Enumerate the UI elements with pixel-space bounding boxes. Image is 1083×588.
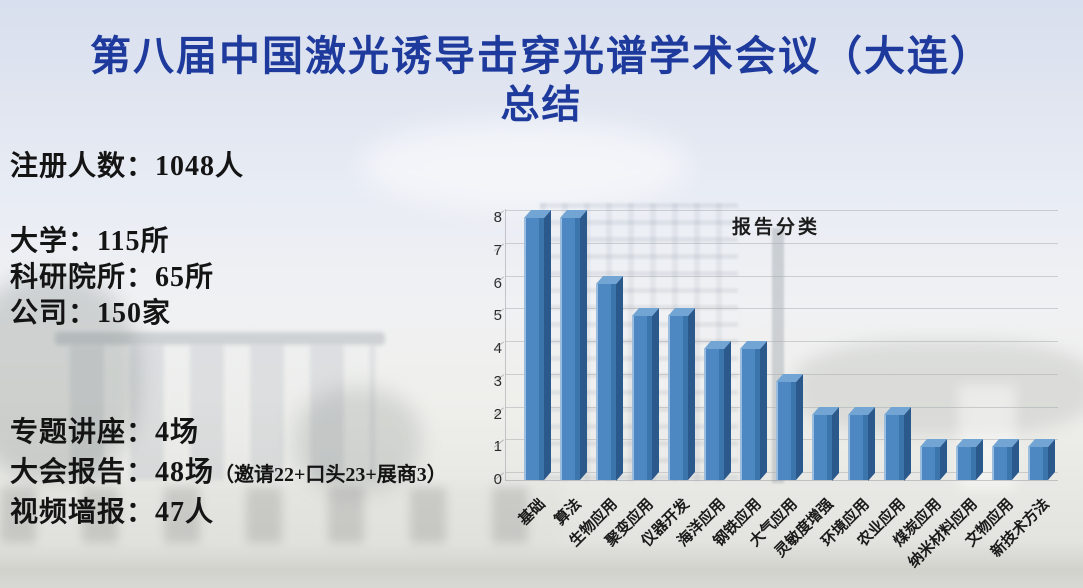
bar-side-face — [796, 373, 803, 480]
bar — [632, 316, 652, 480]
y-axis-tick-label: 8 — [493, 209, 502, 226]
stat-universities: 大学：115所 — [10, 226, 170, 257]
x-axis-line — [505, 480, 1058, 481]
y-axis-line — [505, 209, 506, 480]
bar — [992, 447, 1012, 480]
stat-posters-text: 视频墙报：47人 — [10, 497, 215, 528]
slide-title-line1: 第八届中国激光诱导击穿光谱学术会议（大连） — [90, 33, 993, 79]
bar — [1028, 447, 1048, 480]
bar-side-face — [904, 406, 911, 480]
stat-lectures: 专题讲座：4场 — [10, 414, 447, 454]
bar-side-face — [688, 308, 695, 480]
bar — [668, 316, 688, 480]
stat-institutes: 科研院所：65所 — [10, 262, 215, 293]
y-axis-tick-label: 7 — [493, 241, 502, 259]
bar — [596, 283, 616, 480]
stat-reports-text: 大会报告：48场 — [10, 457, 215, 488]
bar-side-face — [652, 308, 659, 480]
cloud-silhouette — [360, 120, 690, 210]
bar-side-face — [760, 340, 767, 480]
stat-registration: 注册人数：1048人 — [10, 151, 245, 182]
bar — [704, 349, 724, 480]
bar-side-face — [868, 406, 875, 480]
stat-reports: 大会报告：48场（邀请22+口头23+展商3） — [10, 454, 447, 494]
chart-plot-area: 0 1 2 3 4 5 6 7 8 基础 算法 生物应用 聚变应用 仪器开发 海洋应用 钢铁应用 大气应用 灵敏度… — [480, 195, 1083, 588]
y-axis-tick-label: 5 — [493, 307, 502, 325]
campus-base-silhouette — [0, 487, 560, 543]
treeline-silhouette-right — [795, 340, 1083, 435]
bar — [524, 218, 544, 480]
stat-organizations: 大学：115所 科研院所：65所 公司：150家 — [10, 224, 214, 332]
bar — [812, 414, 832, 480]
gridline — [505, 308, 1058, 310]
bar — [956, 447, 976, 480]
bar-side-face — [544, 209, 551, 480]
bar — [920, 447, 940, 480]
building-silhouette-left — [70, 345, 375, 480]
gridline — [505, 275, 1058, 277]
tree-silhouette-left — [0, 275, 140, 480]
bar — [740, 349, 760, 480]
gridline — [505, 210, 1058, 211]
bar — [560, 218, 580, 480]
stat-events: 专题讲座：4场 大会报告：48场（邀请22+口头23+展商3） 视频墙报：47人 — [10, 414, 447, 534]
stat-posters: 视频墙报：47人 — [10, 494, 447, 534]
stat-companies: 公司：150家 — [10, 298, 172, 329]
slide-title-line2: 总结 — [500, 84, 583, 127]
bar-side-face — [580, 209, 587, 480]
y-axis-tick-label: 2 — [493, 405, 502, 423]
bar-side-face — [724, 340, 731, 480]
bar — [776, 381, 796, 480]
report-category-chart: 报告分类 0 1 2 3 4 5 6 7 8 基础 算法 生物应用 聚变应用 仪器开发 海洋应用 钢铁应用 大气… — [480, 195, 1083, 588]
building-roof-silhouette — [55, 332, 385, 345]
gridline — [505, 242, 1058, 244]
tree-silhouette-mid — [295, 388, 420, 493]
stat-lectures-text: 专题讲座：4场 — [10, 417, 200, 448]
y-axis-tick-label: 6 — [493, 274, 502, 292]
y-axis-tick-label: 4 — [493, 340, 502, 357]
chart-title: 报告分类 — [732, 217, 821, 238]
bar — [848, 414, 868, 480]
y-axis-tick-label: 3 — [493, 372, 502, 390]
bar-side-face — [832, 406, 839, 480]
stat-reports-note: （邀请22+口头23+展商3） — [214, 464, 447, 486]
bar-side-face — [616, 275, 623, 480]
y-axis-tick-label: 1 — [493, 438, 502, 456]
bar — [884, 414, 904, 480]
gridline — [505, 341, 1058, 342]
y-axis-tick-label: 0 — [493, 471, 502, 488]
